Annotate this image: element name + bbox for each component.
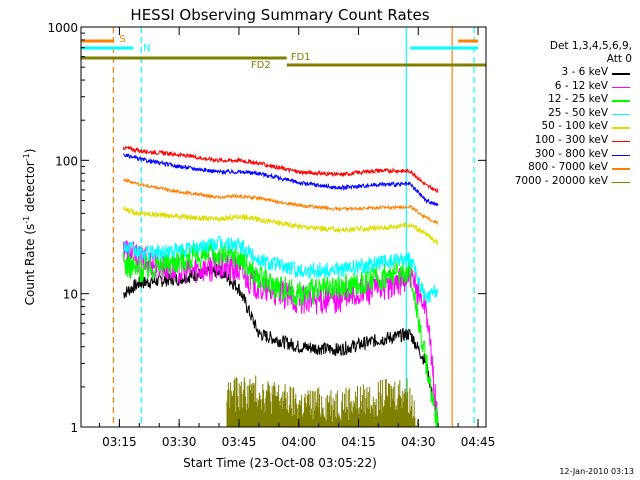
series-line-4	[122, 205, 439, 246]
legend-swatch-8	[612, 181, 630, 184]
flag-label-0: S	[119, 34, 125, 45]
legend-entry-8: 7000 - 20000 keV	[500, 175, 632, 189]
legend-label-1: 6 - 12 keV	[554, 79, 608, 92]
plot-frame	[80, 26, 487, 428]
series-line-5	[122, 145, 439, 194]
x-tick-label-4: 04:15	[341, 435, 376, 449]
y-label-mid: detector	[23, 161, 37, 216]
y-tick-label-0: 1	[70, 421, 78, 435]
series-line-2	[122, 241, 439, 428]
legend-swatch-6	[612, 154, 630, 157]
legend-header-line-2: Att 0	[606, 53, 632, 65]
x-tick-label-5: 04:30	[401, 435, 436, 449]
legend-swatch-1	[612, 86, 630, 89]
legend-entry-0: 3 - 6 keV	[500, 66, 632, 80]
series-line-8	[226, 375, 419, 427]
y-label-sup2: -1	[22, 153, 31, 161]
legend-entry-5: 100 - 300 keV	[500, 134, 632, 148]
series-line-7	[123, 177, 439, 226]
legend-entry-6: 300 - 800 keV	[500, 148, 632, 162]
legend-header-line-1: Det 1,3,4,5,6,9,	[549, 40, 632, 52]
series-line-0	[122, 264, 439, 425]
x-tick-label-0: 03:15	[102, 435, 137, 449]
legend-entry-2: 12 - 25 keV	[500, 93, 632, 107]
legend-entry-7: 800 - 7000 keV	[500, 161, 632, 175]
legend-entries: 3 - 6 keV 6 - 12 keV 12 - 25 keV 25 - 50 ke…	[500, 66, 632, 188]
plot-area: S N FD1 FD2	[81, 27, 486, 428]
legend: Det 1,3,4,5,6,9, Att 0 3 - 6 keV 6 - 12 k…	[500, 40, 632, 188]
y-tick-label-3: 1000	[47, 21, 78, 35]
legend-entry-3: 25 - 50 keV	[500, 107, 632, 121]
legend-label-5: 100 - 300 keV	[534, 133, 608, 146]
series-line-3	[122, 235, 439, 305]
y-axis-label: Count Rate (s-1 detector-1)	[22, 149, 37, 306]
legend-label-6: 300 - 800 keV	[534, 147, 608, 160]
flag-label-3: FD2	[251, 60, 271, 71]
legend-label-3: 25 - 50 keV	[548, 106, 608, 119]
legend-label-8: 7000 - 20000 keV	[514, 174, 608, 187]
x-tick-label-2: 03:45	[222, 435, 257, 449]
legend-swatch-5	[612, 140, 630, 143]
legend-entry-1: 6 - 12 keV	[500, 80, 632, 94]
legend-entry-4: 50 - 100 keV	[500, 120, 632, 134]
flag-label-2: FD1	[291, 52, 311, 63]
legend-label-4: 50 - 100 keV	[541, 120, 608, 133]
legend-swatch-2	[612, 100, 630, 102]
legend-swatch-7	[612, 168, 630, 170]
chart-title: HESSI Observing Summary Count Rates	[130, 6, 429, 24]
legend-swatch-4	[612, 127, 630, 129]
series-line-6	[122, 153, 439, 207]
legend-swatch-3	[612, 113, 630, 116]
flag-label-1: N	[143, 43, 150, 54]
legend-label-7: 800 - 7000 keV	[528, 161, 608, 174]
legend-label-0: 3 - 6 keV	[561, 66, 608, 78]
x-axis: 03:15 03:30 03:45 04:00 04:15 04:30 04:45	[98, 27, 496, 449]
y-label-main: Count Rate (s	[23, 224, 37, 306]
x-tick-label-6: 04:45	[461, 435, 496, 449]
y-tick-label-1: 10	[63, 288, 78, 302]
legend-label-2: 12 - 25 keV	[548, 93, 608, 106]
y-label-end: )	[23, 149, 37, 154]
x-tick-label-3: 04:00	[281, 435, 316, 449]
x-axis-label: Start Time (23-Oct-08 03:05:22)	[183, 456, 377, 470]
legend-swatch-0	[612, 73, 630, 75]
y-tick-label-2: 100	[55, 154, 78, 168]
footer-date: 12-Jan-2010 03:13	[559, 467, 634, 476]
y-axis: 1 10 100 1000	[47, 21, 486, 435]
x-tick-label-1: 03:30	[162, 435, 197, 449]
y-label-sup1: -1	[22, 216, 31, 224]
